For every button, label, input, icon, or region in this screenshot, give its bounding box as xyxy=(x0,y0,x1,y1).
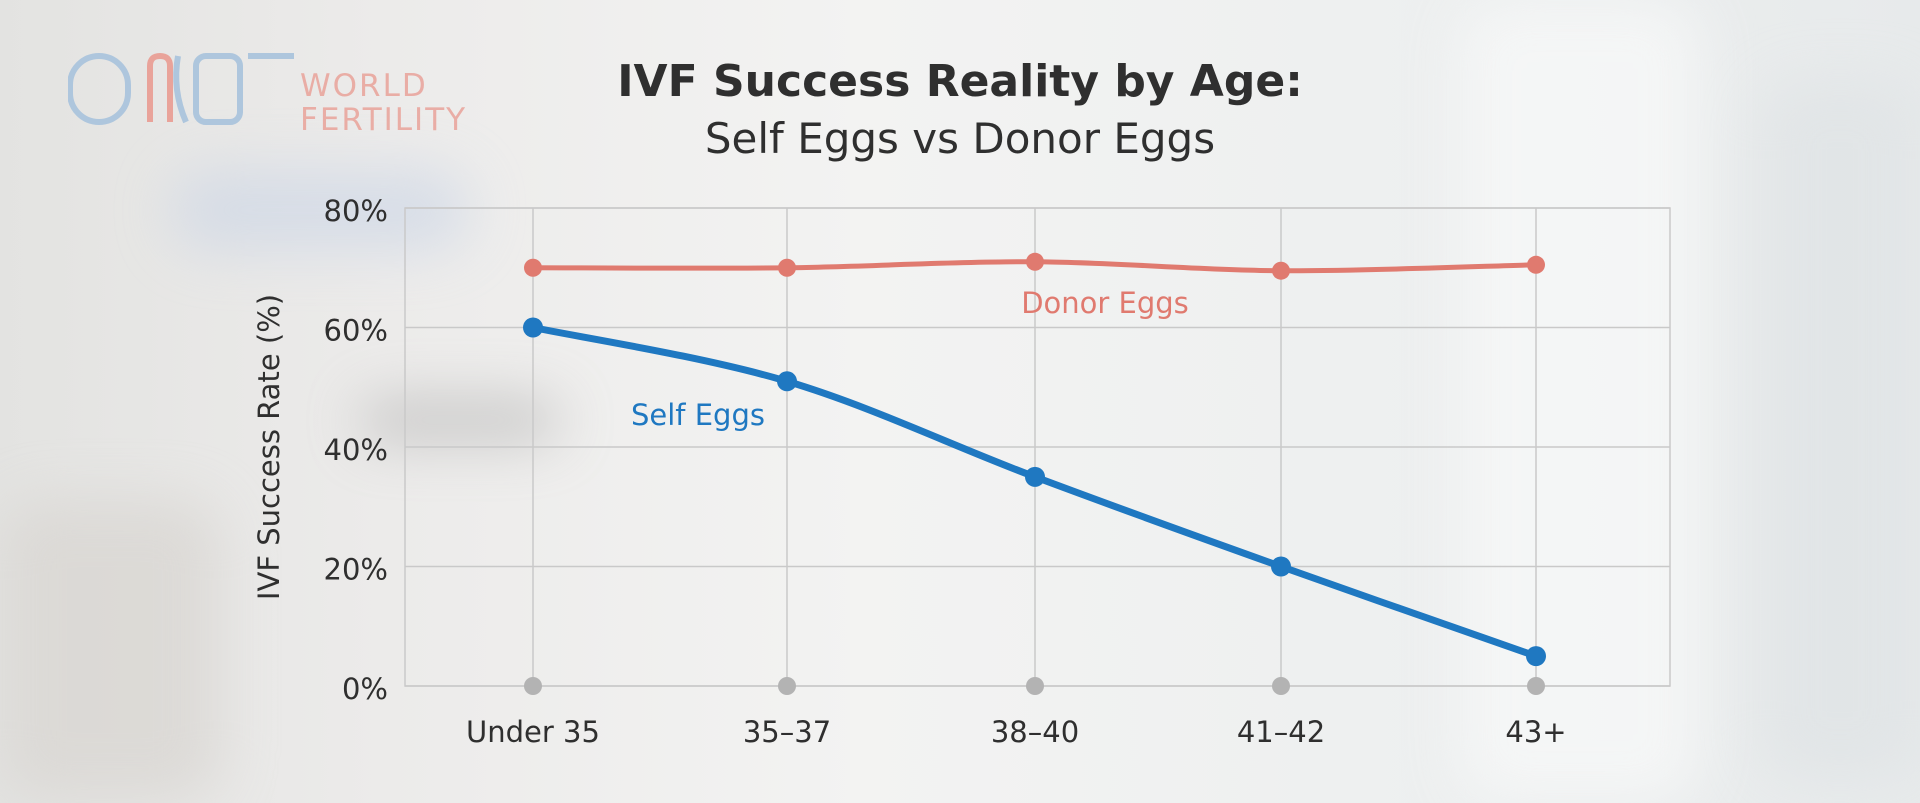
y-axis-label: IVF Success Rate (%) xyxy=(252,294,286,600)
logo-text-fertility: FERTILITY xyxy=(300,102,468,138)
y-tick-label: 60% xyxy=(324,314,388,348)
logo-mark-icon xyxy=(67,52,294,125)
x-tick-label: 43+ xyxy=(1505,715,1566,749)
series-label-donor: Donor Eggs xyxy=(1021,286,1189,320)
data-point-donor xyxy=(1272,261,1290,280)
data-point-self xyxy=(1025,466,1045,487)
data-point-self xyxy=(1526,646,1546,667)
y-tick-label: 20% xyxy=(324,553,388,587)
x-tick-label: Under 35 xyxy=(466,715,600,749)
x-tick-label: 35–37 xyxy=(743,715,831,749)
data-point-donor xyxy=(524,258,542,277)
data-point-self xyxy=(1271,556,1291,577)
baseline-dot xyxy=(1026,677,1044,695)
data-point-self xyxy=(523,317,543,338)
background-blur xyxy=(1460,0,1700,803)
x-tick-label: 38–40 xyxy=(991,715,1079,749)
x-tick-label: 41–42 xyxy=(1237,715,1325,749)
data-point-self xyxy=(777,371,797,392)
series-label-self: Self Eggs xyxy=(631,398,765,432)
chart-title-line1: IVF Success Reality by Age: xyxy=(617,56,1303,107)
baseline-dot xyxy=(524,677,542,695)
background-blur xyxy=(0,500,220,800)
logo-text-world: WORLD xyxy=(300,68,428,104)
data-point-donor xyxy=(778,258,796,277)
data-point-donor xyxy=(1026,252,1044,271)
background-blur xyxy=(360,400,560,440)
chart-title-line2: Self Eggs vs Donor Eggs xyxy=(704,114,1216,163)
baseline-dot xyxy=(1272,677,1290,695)
y-tick-label: 80% xyxy=(324,194,388,228)
data-point-donor xyxy=(1527,255,1545,274)
background-blur xyxy=(170,170,470,250)
baseline-dot xyxy=(778,677,796,695)
baseline-dot xyxy=(1527,677,1545,695)
y-tick-label: 40% xyxy=(324,433,388,467)
background-blur xyxy=(1760,80,1920,780)
y-tick-label: 0% xyxy=(342,672,388,706)
brand-logo: WORLD FERTILITY xyxy=(67,50,465,140)
